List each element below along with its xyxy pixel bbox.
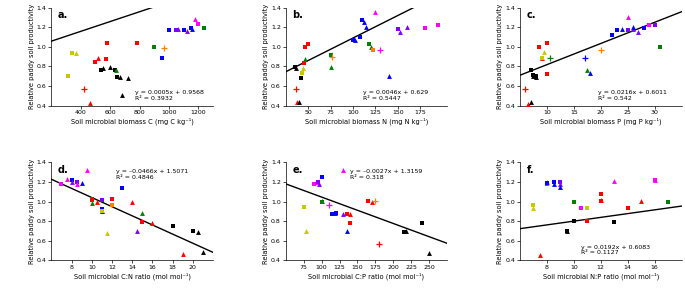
- Text: y = 0.0005x + 0.9568
R² = 0.3932: y = 0.0005x + 0.9568 R² = 0.3932: [136, 90, 204, 101]
- X-axis label: Soil microbial biomass N (mg N kg⁻¹): Soil microbial biomass N (mg N kg⁻¹): [305, 117, 428, 125]
- X-axis label: Soil microbial biomass P (mg P kg⁻¹): Soil microbial biomass P (mg P kg⁻¹): [540, 117, 662, 125]
- X-axis label: Soil microbial biomass C (mg C kg⁻¹): Soil microbial biomass C (mg C kg⁻¹): [71, 117, 194, 125]
- Text: y = 0.0192x + 0.6083
R² = 0.1127: y = 0.0192x + 0.6083 R² = 0.1127: [582, 245, 651, 256]
- X-axis label: Soil microbial C:P ratio (mol mol⁻¹): Soil microbial C:P ratio (mol mol⁻¹): [308, 272, 425, 280]
- Y-axis label: Relative paddy soil productivity: Relative paddy soil productivity: [497, 4, 503, 109]
- Text: y = –0.0466x + 1.5071
R² = 0.4846: y = –0.0466x + 1.5071 R² = 0.4846: [116, 169, 188, 180]
- Text: e.: e.: [292, 165, 303, 175]
- Text: a.: a.: [58, 11, 68, 20]
- X-axis label: Soil microbial C:N ratio (mol mol⁻¹): Soil microbial C:N ratio (mol mol⁻¹): [74, 272, 190, 280]
- Text: y = 0.0216x + 0.6011
R² = 0.542: y = 0.0216x + 0.6011 R² = 0.542: [597, 90, 667, 101]
- Text: d.: d.: [58, 165, 68, 175]
- Text: f.: f.: [527, 165, 534, 175]
- Text: y = 0.0046x + 0.629
R² = 0.5447: y = 0.0046x + 0.629 R² = 0.5447: [363, 90, 429, 101]
- X-axis label: Soil microbial N:P ratio (mol mol⁻¹): Soil microbial N:P ratio (mol mol⁻¹): [543, 272, 659, 280]
- Text: b.: b.: [292, 11, 303, 20]
- Text: y = –0.0027x + 1.3159
R² = 0.318: y = –0.0027x + 1.3159 R² = 0.318: [350, 169, 423, 180]
- Y-axis label: Relative paddy soil productivity: Relative paddy soil productivity: [263, 4, 269, 109]
- Y-axis label: Relative paddy soil productivity: Relative paddy soil productivity: [263, 159, 269, 264]
- Y-axis label: Relative paddy soil productivity: Relative paddy soil productivity: [29, 159, 34, 264]
- Text: c.: c.: [527, 11, 536, 20]
- Y-axis label: Relative paddy soil productivity: Relative paddy soil productivity: [29, 4, 34, 109]
- Y-axis label: Relative paddy soil productivity: Relative paddy soil productivity: [497, 159, 503, 264]
